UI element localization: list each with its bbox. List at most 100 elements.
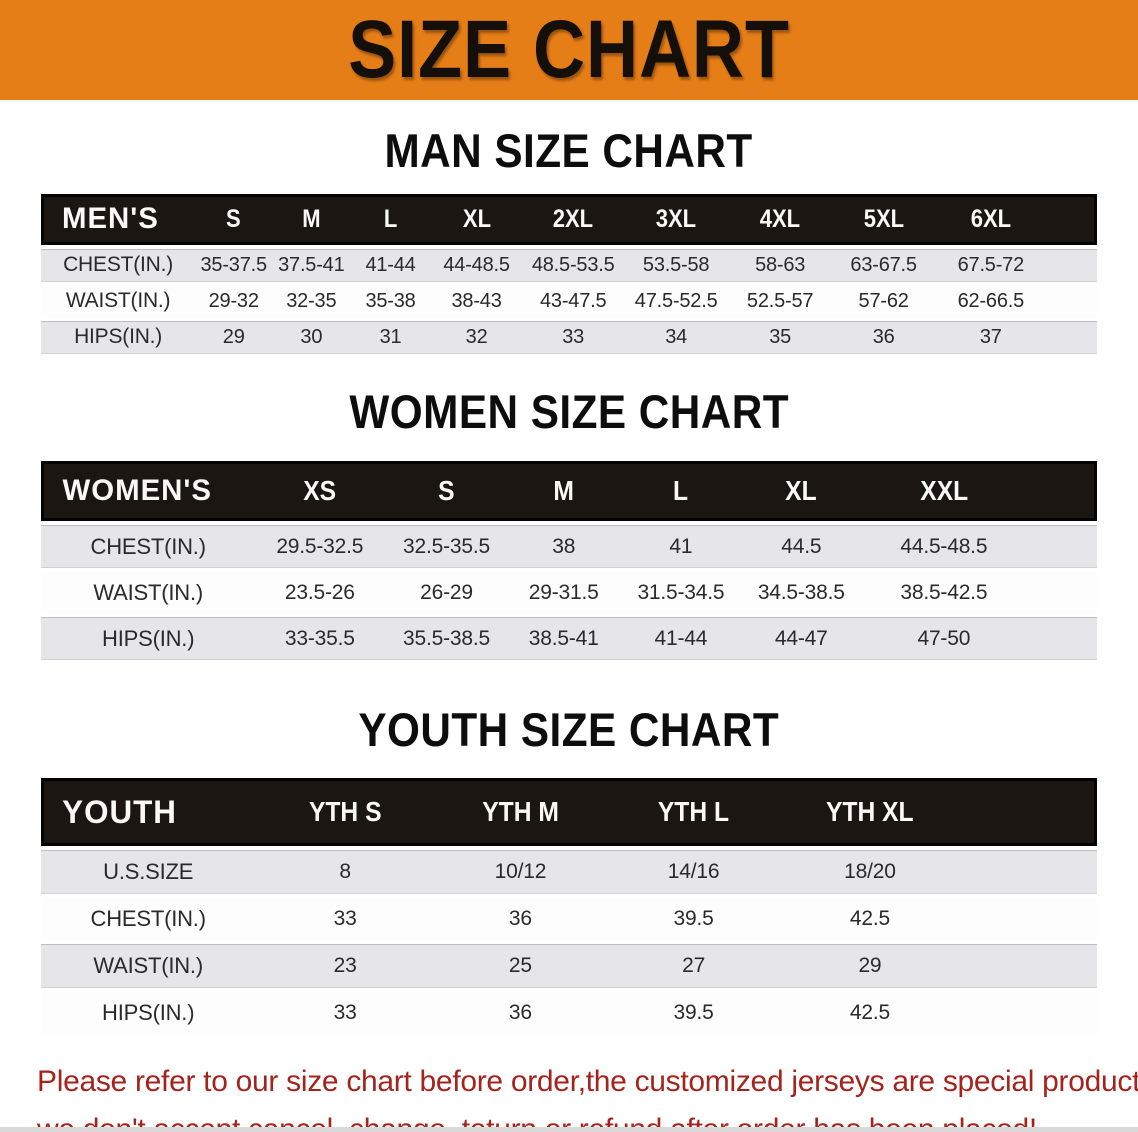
measurement-value: 42.5: [781, 992, 959, 1035]
section-heading-text: WOMEN SIZE CHART: [349, 384, 789, 438]
measurement-value: 31: [350, 320, 431, 354]
footer-note: Please refer to our size chart before or…: [0, 1058, 1138, 1132]
measurement-value: 27: [605, 944, 782, 989]
size-chart-sections: MAN SIZE CHART MEN'S S M L XL 2XL 3XL 4XL 5XL 6XL…: [0, 125, 1138, 1038]
measurement-row: CHEST(IN.) 33 36 39.5 42.5: [41, 898, 1097, 941]
measurement-row: WAIST(IN.) 29-32 32-35 35-38 38-43 43-47.5 47.…: [41, 285, 1097, 317]
measurement-value: 47.5-52.5: [623, 285, 729, 317]
measurement-value: 53.5-58: [623, 248, 729, 282]
row-label: U.S.SIZE: [41, 850, 256, 895]
size-column-header-text: L: [383, 204, 398, 233]
section-heading-text: YOUTH SIZE CHART: [358, 703, 780, 757]
row-filler: [958, 944, 1097, 989]
measurement-value: 35-38: [350, 285, 431, 317]
measurement-value: 62-66.5: [935, 285, 1047, 317]
table-header-row: MEN'S S M L XL 2XL 3XL 4XL 5XL 6XL: [41, 193, 1097, 245]
bottom-edge-strip: [0, 1127, 1138, 1132]
header-filler: [1028, 461, 1097, 522]
table-group-label: WOMEN'S: [41, 461, 256, 522]
measurement-value: 35: [728, 320, 832, 354]
measurement-value: 23: [255, 944, 435, 989]
row-filler: [1028, 525, 1097, 569]
measurement-value: 34.5-38.5: [743, 572, 860, 614]
size-column-header: 5XL: [831, 193, 936, 245]
size-column-header-text: 2XL: [553, 204, 594, 233]
size-column-header-text: 5XL: [863, 204, 904, 233]
row-filler: [1046, 285, 1097, 317]
measurement-row: HIPS(IN.) 33 36 39.5 42.5: [41, 992, 1097, 1035]
size-column-header-text: XL: [785, 475, 818, 507]
size-column-header-text: S: [226, 204, 242, 233]
measurement-row: HIPS(IN.) 33-35.5 35.5-38.5 38.5-41 41-44 44-…: [41, 617, 1097, 661]
table-group-label-text: YOUTH: [62, 793, 177, 830]
table-header-row: YOUTH YTH S YTH M YTH L YTH XL: [41, 778, 1097, 847]
measurement-value: 63-67.5: [831, 248, 936, 282]
measurement-row: WAIST(IN.) 23.5-26 26-29 29-31.5 31.5-34.5 34…: [41, 572, 1097, 614]
row-label: WAIST(IN.): [41, 944, 256, 989]
measurement-value: 38-43: [430, 285, 523, 317]
size-column-header-text: M: [302, 204, 321, 233]
size-column-header-text: XS: [303, 475, 337, 507]
measurement-value: 34: [623, 320, 729, 354]
banner-title: SIZE CHART: [348, 4, 790, 95]
measurement-value: 29: [195, 320, 273, 354]
size-column-header-text: M: [553, 475, 574, 507]
measurement-value: 29-31.5: [508, 572, 619, 614]
measurement-value: 25: [434, 944, 606, 989]
measurement-value: 33: [255, 898, 435, 941]
size-column-header: S: [195, 193, 273, 245]
measurement-value: 52.5-57: [728, 285, 832, 317]
measurement-value: 23.5-26: [255, 572, 385, 614]
measurement-value: 32.5-35.5: [384, 525, 509, 569]
measurement-value: 48.5-53.5: [522, 248, 624, 282]
table-group-label: YOUTH: [41, 778, 256, 847]
size-column-header: YTH M: [434, 778, 606, 847]
row-filler: [1028, 572, 1097, 614]
measurement-value: 36: [434, 898, 606, 941]
size-column-header: YTH XL: [781, 778, 959, 847]
size-column-header: 2XL: [522, 193, 624, 245]
measurement-value: 8: [255, 850, 435, 895]
section-heading: YOUTH SIZE CHART: [41, 704, 1097, 756]
measurement-value: 38.5-42.5: [859, 572, 1029, 614]
header-filler: [958, 778, 1097, 847]
measurement-value: 57-62: [831, 285, 936, 317]
measurement-row: HIPS(IN.) 29 30 31 32 33 34 35 36 37: [41, 320, 1097, 354]
footer-line-1: Please refer to our size chart before or…: [37, 1065, 1138, 1099]
size-column-header: YTH L: [605, 778, 782, 847]
measurement-value: 26-29: [384, 572, 509, 614]
size-table: YOUTH YTH S YTH M YTH L YTH XL U.S.SIZE 8 10/1…: [41, 774, 1097, 1038]
banner: SIZE CHART: [0, 0, 1138, 102]
size-column-header-text: YTH M: [482, 796, 559, 828]
size-column-header: XXL: [859, 461, 1029, 522]
row-label: CHEST(IN.): [41, 248, 196, 282]
table-group-label: MEN'S: [41, 193, 196, 245]
measurement-row: U.S.SIZE 8 10/12 14/16 18/20: [41, 850, 1097, 895]
row-filler: [958, 992, 1097, 1035]
size-chart-section: MAN SIZE CHART MEN'S S M L XL 2XL 3XL 4XL 5XL 6XL…: [0, 125, 1138, 358]
size-table: MEN'S S M L XL 2XL 3XL 4XL 5XL 6XL CHEST(IN.) 35-3…: [41, 190, 1097, 358]
measurement-value: 47-50: [859, 617, 1029, 661]
size-column-header: M: [508, 461, 619, 522]
measurement-value: 33-35.5: [255, 617, 385, 661]
header-filler: [1046, 193, 1097, 245]
measurement-value: 38: [508, 525, 619, 569]
size-table: WOMEN'S XS S M L XL XXL CHEST(IN.) 29.5-32.5 32.…: [41, 457, 1097, 664]
measurement-value: 41-44: [618, 617, 744, 661]
measurement-value: 41-44: [350, 248, 431, 282]
table-group-label-text: MEN'S: [61, 202, 159, 236]
measurement-value: 44.5: [743, 525, 860, 569]
row-label: HIPS(IN.): [41, 320, 196, 354]
table-header-row: WOMEN'S XS S M L XL XXL: [41, 461, 1097, 522]
measurement-value: 43-47.5: [522, 285, 624, 317]
measurement-value: 42.5: [781, 898, 959, 941]
measurement-value: 37: [935, 320, 1047, 354]
measurement-value: 31.5-34.5: [618, 572, 744, 614]
measurement-value: 10/12: [434, 850, 606, 895]
size-column-header-text: YTH XL: [826, 796, 914, 828]
measurement-value: 29: [781, 944, 959, 989]
size-chart-section: WOMEN SIZE CHART WOMEN'S XS S M L XL XXL CHEST…: [0, 384, 1138, 665]
size-column-header-text: L: [673, 475, 689, 507]
size-column-header: M: [272, 193, 351, 245]
size-column-header: S: [384, 461, 509, 522]
